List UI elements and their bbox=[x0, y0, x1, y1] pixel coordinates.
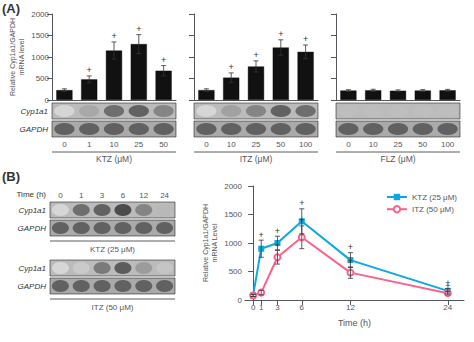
svg-text:1: 1 bbox=[259, 303, 264, 312]
svg-text:0: 0 bbox=[238, 296, 243, 305]
svg-text:Time (h): Time (h) bbox=[17, 190, 47, 199]
svg-text:50: 50 bbox=[276, 140, 285, 149]
svg-text:+: + bbox=[275, 240, 280, 250]
svg-text:+: + bbox=[111, 31, 116, 41]
svg-text:+: + bbox=[229, 62, 234, 72]
svg-text:25: 25 bbox=[394, 140, 403, 149]
svg-text:50: 50 bbox=[418, 140, 427, 149]
svg-text:+: + bbox=[253, 50, 258, 60]
svg-text:Relative Cyp1a1/GAPDH: Relative Cyp1a1/GAPDH bbox=[9, 18, 17, 96]
svg-text:KTZ (25 μM): KTZ (25 μM) bbox=[412, 193, 457, 202]
svg-text:6: 6 bbox=[121, 191, 126, 200]
svg-text:1500: 1500 bbox=[224, 210, 242, 219]
svg-text:500: 500 bbox=[229, 267, 243, 276]
svg-text:(A): (A) bbox=[2, 1, 20, 16]
svg-text:100: 100 bbox=[299, 140, 313, 149]
svg-text:GAPDH: GAPDH bbox=[18, 282, 47, 291]
svg-text:Cyp1a1: Cyp1a1 bbox=[18, 206, 46, 215]
svg-text:10: 10 bbox=[110, 140, 119, 149]
svg-text:GAPDH: GAPDH bbox=[18, 224, 47, 233]
svg-text:1000: 1000 bbox=[224, 239, 242, 248]
svg-text:Relative Cyp1a1/GAPDH: Relative Cyp1a1/GAPDH bbox=[202, 204, 210, 282]
svg-text:50: 50 bbox=[159, 140, 168, 149]
svg-text:Time (h): Time (h) bbox=[338, 318, 371, 328]
svg-text:0: 0 bbox=[62, 140, 67, 149]
svg-text:0: 0 bbox=[346, 140, 351, 149]
svg-text:Cyp1a1: Cyp1a1 bbox=[18, 264, 46, 273]
svg-text:24: 24 bbox=[160, 191, 169, 200]
svg-text:+: + bbox=[259, 230, 264, 240]
svg-text:FLZ (μM): FLZ (μM) bbox=[380, 154, 415, 164]
svg-text:25: 25 bbox=[252, 140, 261, 149]
svg-text:+: + bbox=[161, 55, 166, 65]
svg-text:10: 10 bbox=[227, 140, 236, 149]
svg-text:12: 12 bbox=[346, 303, 355, 312]
svg-text:+: + bbox=[303, 34, 308, 44]
svg-text:+: + bbox=[275, 226, 280, 236]
svg-text:ITZ (50 μM): ITZ (50 μM) bbox=[412, 205, 454, 214]
svg-text:KTZ (25 μM): KTZ (25 μM) bbox=[90, 245, 135, 254]
svg-text:2000: 2000 bbox=[31, 10, 49, 19]
svg-text:10: 10 bbox=[369, 140, 378, 149]
svg-text:+: + bbox=[299, 198, 304, 208]
svg-text:ITZ (μM): ITZ (μM) bbox=[240, 154, 273, 164]
svg-text:3: 3 bbox=[275, 303, 280, 312]
svg-text:1500: 1500 bbox=[31, 31, 49, 40]
svg-text:ITZ (50 μM): ITZ (50 μM) bbox=[92, 303, 134, 312]
svg-text:500: 500 bbox=[36, 74, 50, 83]
svg-text:mRNA Level: mRNA Level bbox=[211, 223, 218, 262]
svg-text:2000: 2000 bbox=[224, 182, 242, 191]
svg-text:1: 1 bbox=[87, 140, 92, 149]
svg-text:+: + bbox=[136, 24, 141, 34]
svg-text:mRNA level: mRNA level bbox=[18, 38, 25, 75]
svg-text:100: 100 bbox=[441, 140, 455, 149]
svg-text:0: 0 bbox=[45, 96, 50, 105]
svg-text:+: + bbox=[87, 65, 92, 75]
svg-text:+: + bbox=[299, 215, 304, 225]
svg-text:+: + bbox=[348, 242, 353, 252]
svg-text:+: + bbox=[348, 256, 353, 266]
svg-text:1000: 1000 bbox=[31, 53, 49, 62]
svg-text:1: 1 bbox=[79, 191, 84, 200]
svg-text:3: 3 bbox=[100, 191, 105, 200]
svg-text:25: 25 bbox=[134, 140, 143, 149]
svg-text:KTZ (μM): KTZ (μM) bbox=[96, 154, 132, 164]
svg-text:+: + bbox=[278, 29, 283, 39]
svg-text:24: 24 bbox=[443, 303, 452, 312]
svg-text:0: 0 bbox=[58, 191, 63, 200]
svg-text:(B): (B) bbox=[2, 169, 20, 184]
svg-text:0: 0 bbox=[204, 140, 209, 149]
svg-text:GAPDH: GAPDH bbox=[20, 125, 49, 134]
svg-text:12: 12 bbox=[139, 191, 148, 200]
svg-text:+: + bbox=[445, 281, 450, 291]
svg-text:0: 0 bbox=[251, 303, 256, 312]
svg-text:Cyp1a1: Cyp1a1 bbox=[20, 107, 48, 116]
svg-text:6: 6 bbox=[300, 303, 305, 312]
